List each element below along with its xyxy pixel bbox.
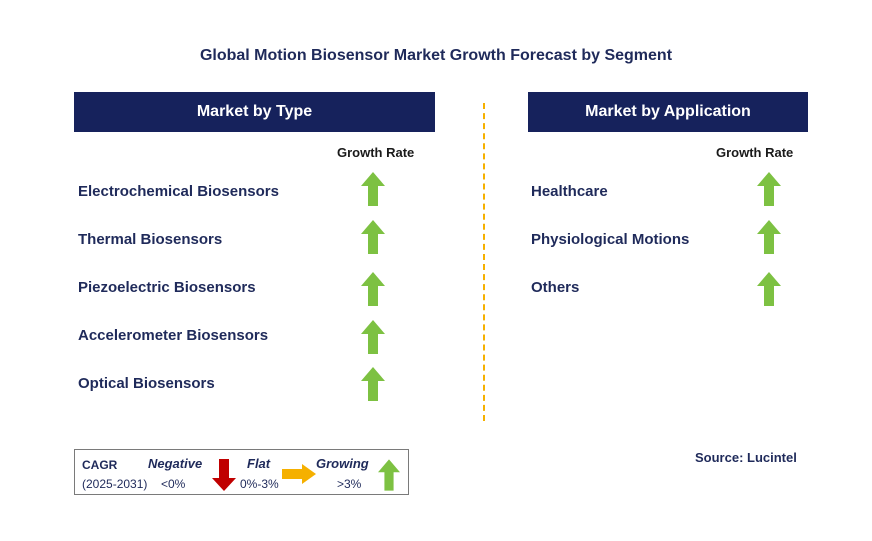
legend-flat-value: 0%-3%	[240, 477, 279, 491]
application-panel-header: Market by Application	[528, 92, 808, 132]
legend-flat-label: Flat	[247, 456, 271, 471]
growing-arrow-icon	[361, 320, 385, 354]
type-panel-header: Market by Type	[74, 92, 435, 132]
growing-arrow-icon	[378, 459, 400, 491]
growing-arrow-icon	[361, 367, 385, 401]
growing-arrow-icon	[361, 172, 385, 206]
legend-cagr-label: CAGR	[82, 458, 118, 472]
cagr-legend: CAGR (2025-2031) Negative <0% Flat 0%-3%…	[74, 449, 409, 495]
panel-divider	[483, 103, 485, 421]
legend-negative-value: <0%	[161, 477, 186, 491]
legend-growing-value: >3%	[337, 477, 362, 491]
type-row-label: Electrochemical Biosensors	[78, 183, 279, 200]
application-growth-rate-label: Growth Rate	[716, 145, 794, 160]
flat-arrow-icon	[282, 464, 316, 484]
type-row-label: Optical Biosensors	[78, 375, 215, 392]
growing-arrow-icon	[757, 272, 781, 306]
legend-period: (2025-2031)	[82, 477, 148, 491]
growing-arrow-icon	[757, 172, 781, 206]
type-growth-rate-label: Growth Rate	[337, 145, 415, 160]
application-row-label: Physiological Motions	[531, 231, 690, 248]
legend-negative-label: Negative	[148, 456, 203, 471]
chart-title: Global Motion Biosensor Market Growth Fo…	[199, 47, 673, 64]
negative-arrow-icon	[212, 459, 236, 491]
growing-arrow-icon	[361, 272, 385, 306]
type-row-label: Accelerometer Biosensors	[78, 327, 269, 344]
legend-growing-label: Growing	[316, 456, 369, 471]
type-row-label: Piezoelectric Biosensors	[78, 279, 256, 296]
application-row-label: Healthcare	[531, 183, 608, 200]
source-credit: Source: Lucintel	[695, 450, 797, 465]
type-row-label: Thermal Biosensors	[78, 231, 223, 248]
growing-arrow-icon	[361, 220, 385, 254]
growing-arrow-icon	[757, 220, 781, 254]
application-row-label: Others	[531, 279, 580, 296]
